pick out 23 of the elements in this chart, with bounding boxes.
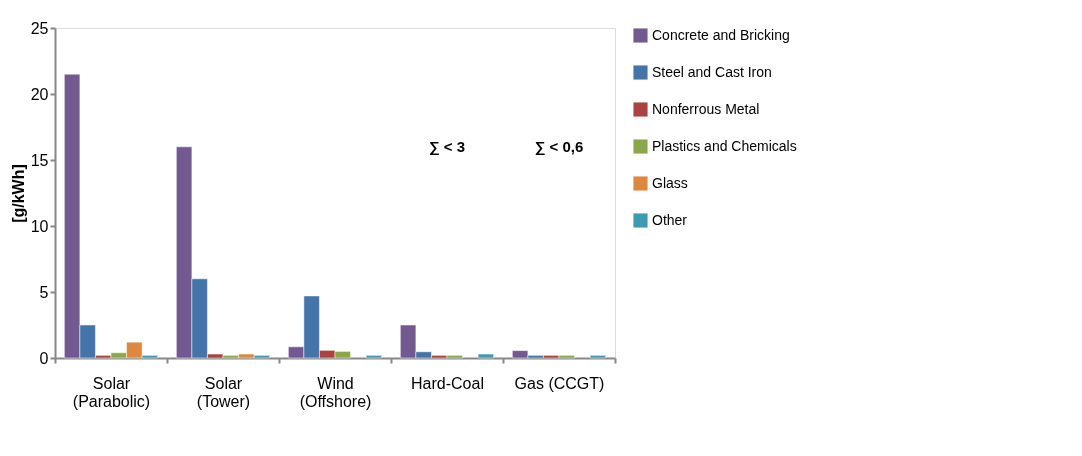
x-tick-label: Solar (Parabolic) bbox=[72, 374, 151, 410]
legend-label: Other bbox=[652, 211, 688, 228]
x-tick-label: Solar (Tower) bbox=[196, 374, 251, 410]
x-tick-label: Wind (Offshore) bbox=[299, 374, 372, 410]
x-tick-label: Gas (CCGT) bbox=[514, 374, 605, 392]
legend-label: Concrete and Bricking bbox=[652, 26, 790, 43]
legend-label: Steel and Cast Iron bbox=[652, 63, 772, 80]
bar bbox=[477, 353, 494, 359]
bar bbox=[365, 355, 382, 359]
legend-label: Plastics and Chemicals bbox=[652, 137, 797, 154]
y-tick-label: 25 bbox=[30, 19, 49, 37]
legend-label: Glass bbox=[652, 174, 688, 191]
y-tick-label: 20 bbox=[30, 85, 49, 103]
y-tick-label: 5 bbox=[39, 283, 49, 301]
annotation: ∑ < 3 bbox=[428, 137, 466, 156]
y-tick-label: 10 bbox=[30, 217, 49, 235]
x-tick-label: Hard-Coal bbox=[411, 374, 484, 392]
y-tick-label: 0 bbox=[39, 349, 49, 367]
y-tick-label: 15 bbox=[30, 151, 49, 169]
annotation: ∑ < 0,6 bbox=[534, 137, 584, 156]
legend-label: Nonferrous Metal bbox=[652, 100, 760, 117]
y-axis-title: [g/kWh] bbox=[9, 164, 27, 223]
bar bbox=[589, 355, 606, 359]
